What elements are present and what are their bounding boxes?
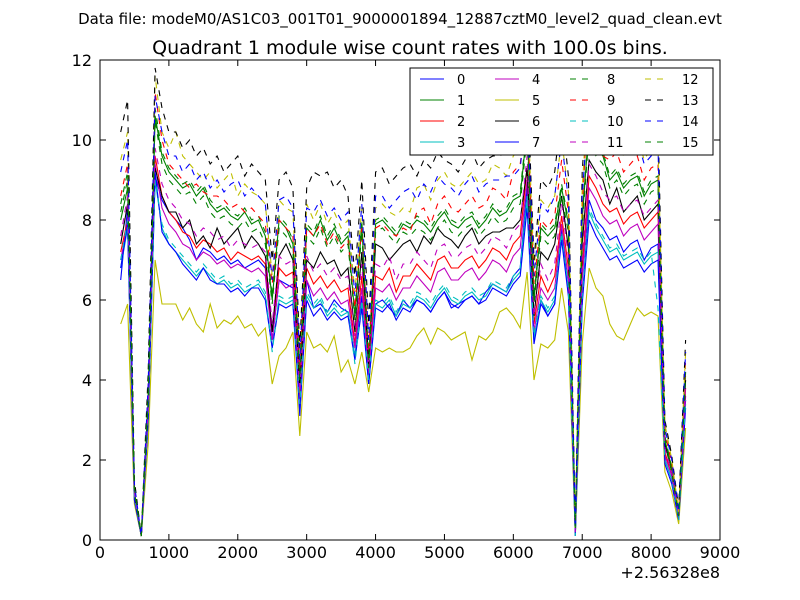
suptitle: Data file: modeM0/AS1C03_001T01_90000018… <box>78 10 722 29</box>
x-tick-label: 0 <box>95 543 105 562</box>
series-line-15 <box>120 119 687 537</box>
y-tick-label: 4 <box>82 371 92 390</box>
legend-label-0: 0 <box>457 73 465 88</box>
legend-label-10: 10 <box>607 115 624 130</box>
legend-box <box>409 67 714 156</box>
series-line-10 <box>120 179 687 537</box>
x-tick-label: 9000 <box>700 543 741 562</box>
series-line-5 <box>120 259 687 537</box>
legend-label-9: 9 <box>607 94 615 109</box>
y-tick-label: 12 <box>72 51 92 70</box>
x-tick-label: 4000 <box>355 543 396 562</box>
x-tick-label: 2000 <box>217 543 258 562</box>
x-tick-label: 8000 <box>631 543 672 562</box>
legend-label-2: 2 <box>457 115 465 130</box>
plot-frame <box>99 59 721 541</box>
legend-label-8: 8 <box>607 73 615 88</box>
series-line-11 <box>120 147 687 537</box>
legend-label-3: 3 <box>457 136 465 151</box>
y-tick-label: 0 <box>82 531 92 550</box>
legend-label-15: 15 <box>682 136 699 151</box>
legend-label-11: 11 <box>607 136 624 151</box>
y-tick-label: 6 <box>82 291 92 310</box>
legend-label-6: 6 <box>532 115 540 130</box>
legend-label-14: 14 <box>682 115 699 130</box>
legend-label-5: 5 <box>532 94 540 109</box>
series-line-0 <box>120 175 687 537</box>
legend-label-7: 7 <box>532 136 540 151</box>
x-tick-label: 1000 <box>149 543 190 562</box>
series-line-6 <box>120 158 687 537</box>
series-line-9 <box>120 79 687 537</box>
series-line-12 <box>120 75 687 537</box>
x-offset-label: +2.56328e8 <box>620 563 720 582</box>
series-line-4 <box>120 163 687 537</box>
series-line-7 <box>120 171 687 537</box>
x-tick-label: 5000 <box>424 543 465 562</box>
y-tick-label: 2 <box>82 451 92 470</box>
legend-label-1: 1 <box>457 94 465 109</box>
axis-ticks: 0 1000 2000 3000 4000 5000 6000 7000 8000 9000 0 2 4… <box>72 51 741 562</box>
chart-title: Quadrant 1 module wise count rates with … <box>152 37 668 59</box>
legend-label-12: 12 <box>682 73 699 88</box>
legend-label-13: 13 <box>682 94 699 109</box>
series-line-13 <box>120 67 687 537</box>
y-tick-label: 10 <box>72 131 92 150</box>
x-tick-label: 7000 <box>562 543 603 562</box>
series-line-3 <box>120 179 687 537</box>
series-line-1 <box>120 115 687 537</box>
series-line-2 <box>120 155 687 537</box>
x-tick-label: 6000 <box>493 543 534 562</box>
legend-label-4: 4 <box>532 73 540 88</box>
y-tick-label: 8 <box>82 211 92 230</box>
x-tick-label: 3000 <box>286 543 327 562</box>
